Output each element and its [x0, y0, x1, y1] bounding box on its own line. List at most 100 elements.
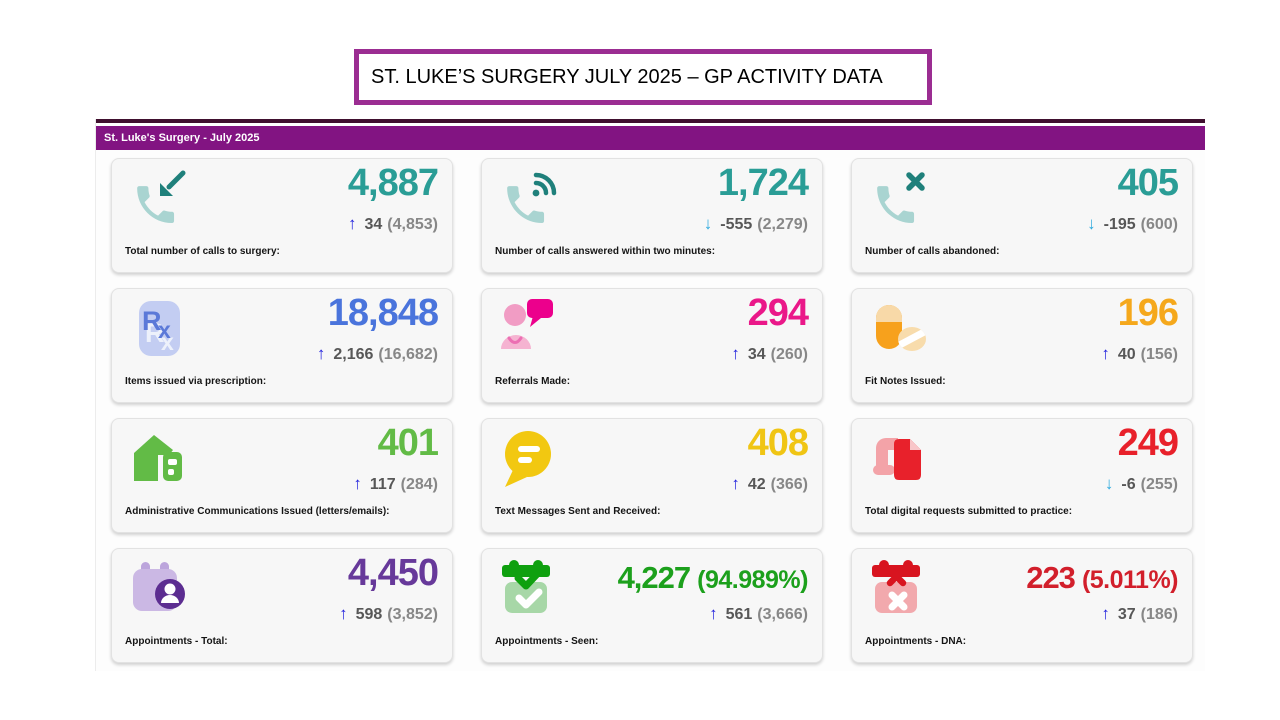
- kpi-card-appointments-seen[interactable]: 4,227 (94.989%) ↑ 561 (3,666) Appointments …: [481, 548, 823, 663]
- trend-delta: -195: [1103, 216, 1136, 233]
- trend-delta: 34: [747, 346, 766, 363]
- slide-title-banner: ST. LUKE’S SURGERY JULY 2025 – GP ACTIVI…: [354, 49, 932, 105]
- card-value-main: 18,848: [327, 292, 439, 334]
- card-value-main: 405: [1117, 162, 1179, 204]
- kpi-card-admin-comms[interactable]: 401 ↑ 117 (284) Administrative Communicati…: [111, 418, 453, 533]
- card-trend: ↑ 598 (3,852): [339, 604, 438, 624]
- arrow-up-icon: ↑: [1101, 344, 1110, 363]
- appointments-seen-icon: [498, 557, 562, 621]
- trend-previous: (255): [1140, 476, 1178, 493]
- card-trend: ↑ 2,166 (16,682): [317, 344, 438, 364]
- arrow-down-icon: ↓: [1104, 474, 1114, 493]
- trend-delta: 2,166: [333, 346, 374, 363]
- text-message-icon: [498, 427, 562, 491]
- card-label: Total number of calls to surgery:: [125, 246, 280, 257]
- svg-text:x: x: [161, 329, 174, 355]
- card-value: 1,724: [718, 164, 809, 202]
- trend-previous: (260): [770, 346, 808, 363]
- phone-incoming-icon: [128, 167, 192, 231]
- kpi-card-text-message[interactable]: 408 ↑ 42 (366) Text Messages Sent and Rece…: [481, 418, 823, 533]
- card-label: Number of calls answered within two minu…: [495, 246, 716, 257]
- card-trend: ↓ -6 (255): [1105, 474, 1178, 494]
- kpi-card-digital-request[interactable]: 249 ↓ -6 (255) Total digital requests subm…: [851, 418, 1193, 533]
- trend-delta: 561: [725, 606, 753, 623]
- card-value: 223 (5.011%): [1026, 562, 1178, 593]
- digital-request-icon: [868, 427, 932, 491]
- appointments-dna-icon: [868, 557, 932, 621]
- card-trend: ↑ 34 (4,853): [348, 214, 438, 234]
- svg-text:x: x: [158, 317, 171, 343]
- trend-previous: (2,279): [757, 216, 808, 233]
- svg-text:R: R: [145, 318, 165, 348]
- card-value: 401: [377, 422, 439, 464]
- kpi-card-prescription[interactable]: R x R x 18,848 ↑ 2,166 (16,682) Items issu…: [111, 288, 453, 403]
- trend-previous: (600): [1140, 216, 1178, 233]
- fit-note-icon: [868, 297, 932, 361]
- kpi-card-phone-abandoned[interactable]: 405 ↓ -195 (600) Number of calls abandoned…: [851, 158, 1193, 273]
- card-trend: ↑ 37 (186): [1101, 604, 1178, 624]
- cards-grid: 4,887 ↑ 34 (4,853) Total number of calls t…: [96, 150, 1205, 663]
- card-trend: ↑ 40 (156): [1101, 344, 1178, 364]
- trend-previous: (3,666): [757, 606, 808, 623]
- kpi-card-referral[interactable]: 294 ↑ 34 (260) Referrals Made:: [481, 288, 823, 403]
- arrow-down-icon: ↓: [1087, 214, 1096, 233]
- card-label: Appointments - Seen:: [495, 636, 599, 647]
- card-value-main: 4,227: [617, 560, 692, 595]
- trend-previous: (156): [1140, 346, 1178, 363]
- card-trend: ↓ -555 (2,279): [704, 214, 808, 234]
- card-trend: ↑ 117 (284): [353, 474, 438, 494]
- prescription-icon: R x R x: [128, 297, 192, 361]
- svg-text:R: R: [142, 306, 162, 336]
- card-label: Items issued via prescription:: [125, 376, 267, 387]
- report-title: St. Luke's Surgery - July 2025: [104, 132, 260, 144]
- card-label: Text Messages Sent and Received:: [495, 506, 661, 517]
- trend-delta: -6: [1121, 476, 1136, 493]
- arrow-up-icon: ↑: [731, 474, 740, 493]
- card-value-main: 223: [1026, 560, 1076, 595]
- trend-previous: (16,682): [378, 346, 438, 363]
- trend-delta: 34: [364, 216, 383, 233]
- arrow-up-icon: ↑: [709, 604, 718, 623]
- report-gap: [96, 123, 1205, 126]
- trend-delta: 117: [369, 476, 396, 493]
- referral-icon: [498, 297, 562, 361]
- kpi-card-appointments-dna[interactable]: 223 (5.011%) ↑ 37 (186) Appointments - DNA:: [851, 548, 1193, 663]
- kpi-card-phone-incoming[interactable]: 4,887 ↑ 34 (4,853) Total number of calls t…: [111, 158, 453, 273]
- card-trend: ↓ -195 (600): [1087, 214, 1178, 234]
- arrow-up-icon: ↑: [353, 474, 362, 493]
- appointments-total-icon: [128, 557, 192, 621]
- kpi-card-phone-answered[interactable]: 1,724 ↓ -555 (2,279) Number of calls answe…: [481, 158, 823, 273]
- arrow-up-icon: ↑: [731, 344, 740, 363]
- card-value: 18,848: [327, 292, 439, 334]
- report-header: St. Luke's Surgery - July 2025: [96, 126, 1205, 150]
- trend-delta: 37: [1117, 606, 1136, 623]
- report-top-strip: [96, 119, 1205, 123]
- arrow-up-icon: ↑: [1101, 604, 1110, 623]
- arrow-up-icon: ↑: [316, 344, 326, 363]
- card-value: 405: [1117, 162, 1179, 204]
- arrow-up-icon: ↑: [339, 604, 348, 623]
- card-value-main: 4,887: [347, 162, 439, 204]
- card-trend: ↑ 34 (260): [731, 344, 808, 364]
- card-value-suffix: (5.011%): [1081, 566, 1179, 594]
- card-label: Administrative Communications Issued (le…: [125, 506, 390, 517]
- phone-answered-icon: [498, 167, 562, 231]
- card-label: Number of calls abandoned:: [865, 246, 1000, 257]
- kpi-card-fit-note[interactable]: 196 ↑ 40 (156) Fit Notes Issued:: [851, 288, 1193, 403]
- card-value-main: 401: [377, 422, 439, 464]
- card-value: 408: [748, 424, 809, 462]
- trend-delta: 40: [1117, 346, 1136, 363]
- card-value: 4,227 (94.989%): [617, 560, 809, 595]
- trend-previous: (366): [770, 476, 808, 493]
- kpi-card-appointments-total[interactable]: 4,450 ↑ 598 (3,852) Appointments - Total:: [111, 548, 453, 663]
- card-label: Referrals Made:: [495, 376, 571, 387]
- admin-comms-icon: [128, 427, 192, 491]
- slide-title: ST. LUKE’S SURGERY JULY 2025 – GP ACTIVI…: [371, 65, 883, 88]
- card-value: 4,450: [348, 554, 439, 592]
- card-label: Total digital requests submitted to prac…: [865, 506, 1073, 517]
- card-value-main: 249: [1117, 422, 1179, 464]
- card-label: Appointments - Total:: [125, 636, 228, 647]
- card-value-suffix: (94.989%): [697, 566, 808, 594]
- arrow-down-icon: ↓: [703, 214, 713, 233]
- trend-previous: (284): [400, 476, 438, 493]
